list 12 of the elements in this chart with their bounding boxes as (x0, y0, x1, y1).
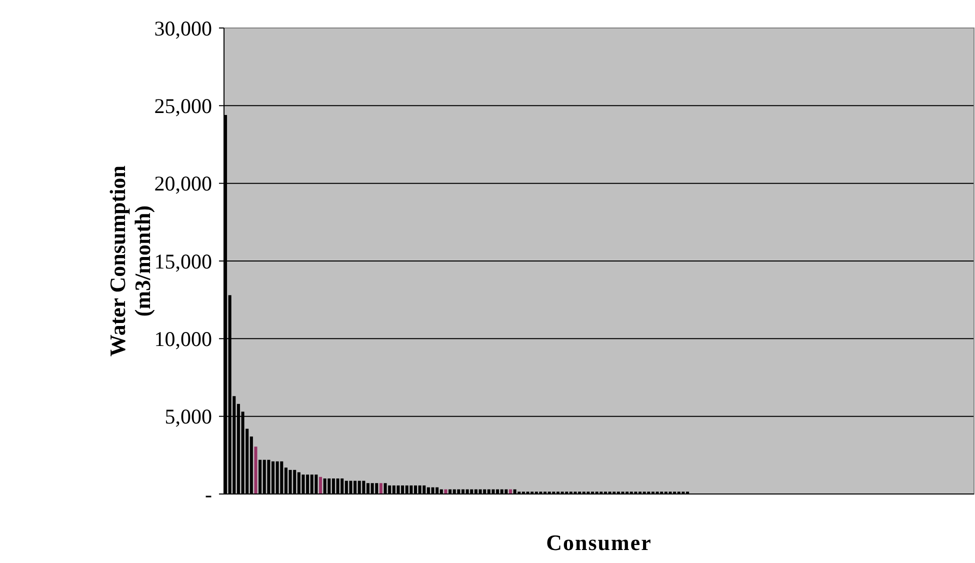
y-tick-label: 25,000 (154, 94, 212, 118)
x-axis-title: Consumer (546, 530, 652, 555)
y-tick-label: - (205, 482, 212, 506)
y-tick-label: 10,000 (154, 327, 212, 352)
bar (379, 483, 382, 494)
y-tick-label: 20,000 (154, 172, 212, 196)
bar (254, 446, 258, 494)
y-axis-title: Water Consumption (m3/month) (104, 166, 156, 356)
y-tick-label: 15,000 (154, 249, 212, 274)
y-tick-label: 30,000 (154, 16, 212, 40)
y-tick-label: 5,000 (164, 404, 212, 429)
bar (318, 476, 322, 494)
